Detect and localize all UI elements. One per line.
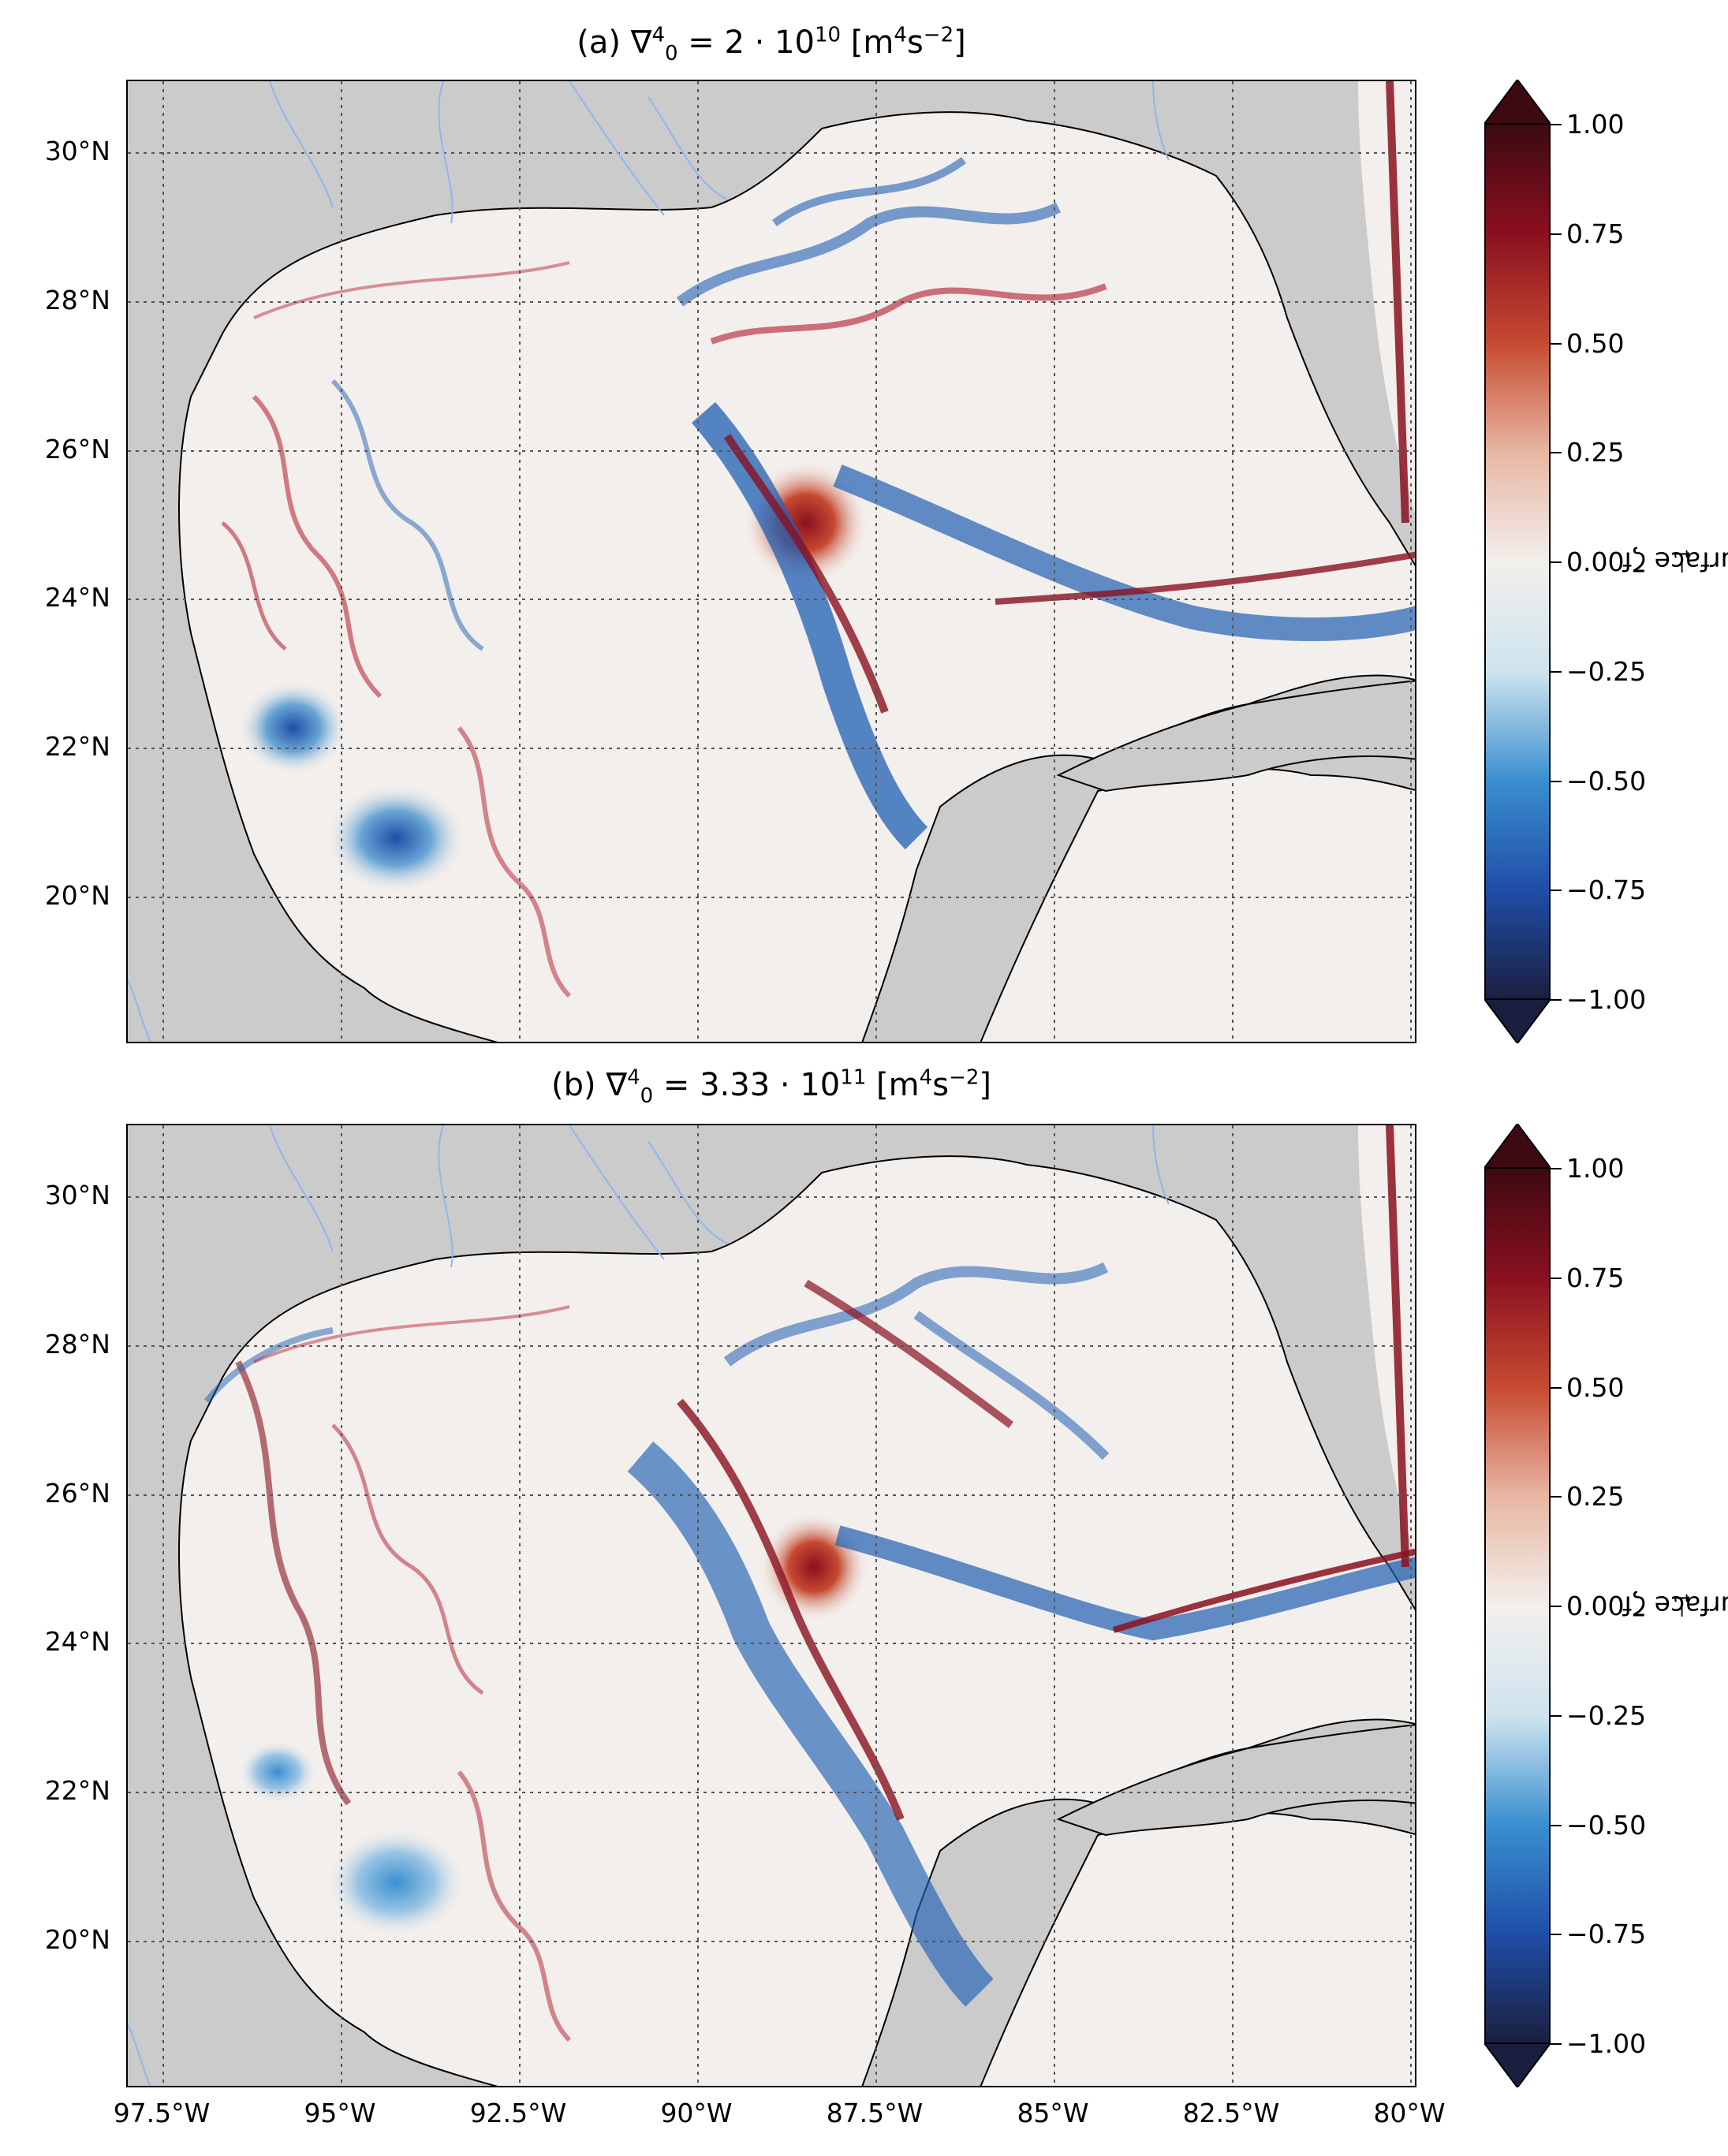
panel-b-map (126, 1124, 1416, 2087)
lat-label: 28°N (44, 285, 110, 315)
cbar-tick (1551, 1278, 1562, 1279)
caribbean-ocean (980, 767, 1415, 1042)
cbar-label: 0.00 (1566, 1591, 1625, 1621)
cuba-land (1056, 1724, 1415, 1837)
lat-label: 28°N (44, 1329, 110, 1360)
lat-label: 24°N (44, 582, 110, 613)
cbar-tick (1551, 1496, 1562, 1498)
florida-current-band (834, 1525, 1415, 1641)
cbar-extend-min (1484, 998, 1551, 1043)
cbar-tick (1551, 2043, 1562, 2045)
cbar-extend-min (1484, 2042, 1551, 2087)
cbar-label: −0.50 (1566, 766, 1647, 796)
lat-label: 20°N (44, 1924, 110, 1955)
cbar-label: 0.25 (1566, 1481, 1625, 1512)
lat-label: 30°N (44, 136, 110, 166)
cuba-land (1056, 680, 1415, 793)
lat-label: 24°N (44, 1626, 110, 1657)
lat-label: 22°N (44, 731, 110, 762)
caribbean-ocean (980, 1811, 1415, 2086)
lat-label: 22°N (44, 1775, 110, 1806)
cbar-tick (1551, 1387, 1562, 1389)
cbar-tick (1551, 233, 1562, 235)
cbar-tick (1551, 890, 1562, 891)
eddy-cyclone-west (325, 783, 467, 893)
florida-current-band (833, 464, 1415, 641)
panel-b-colorbar (1484, 1124, 1551, 2087)
colorbar-a-title: Surface ζf−1 (1622, 546, 1728, 577)
panel-a-map (126, 80, 1416, 1043)
loop-current-band (627, 1442, 995, 2007)
graticule (128, 81, 1415, 1042)
lat-label: 30°N (44, 1180, 110, 1210)
lon-label: 97.5°W (113, 2098, 211, 2128)
cbar-label: −1.00 (1566, 2028, 1647, 2059)
cbar-tick (1551, 671, 1562, 673)
cbar-label: −0.25 (1566, 1700, 1647, 1731)
lon-label: 80°W (1373, 2098, 1446, 2128)
cbar-label: −0.75 (1566, 875, 1647, 905)
eddy-cyclone-west-2 (238, 1740, 317, 1804)
rivers (128, 1125, 1170, 2086)
lon-label: 82.5°W (1182, 2098, 1280, 2128)
cbar-tick (1551, 1934, 1562, 1935)
cbar-tick (1551, 561, 1562, 563)
cbar-label: −0.50 (1566, 1810, 1647, 1841)
lat-label: 26°N (44, 434, 110, 464)
panel-a-map-svg (128, 81, 1415, 1042)
eddy-cyclone-west-2 (238, 681, 349, 775)
cbar-tick (1551, 1168, 1562, 1169)
lat-label: 26°N (44, 1478, 110, 1509)
cbar-label: 0.50 (1566, 328, 1625, 359)
cbar-label: 1.00 (1566, 109, 1625, 140)
panel-a-title: (a) ∇40 = 2 · 1010 [m4s−2] (577, 23, 966, 65)
cbar-tick (1551, 1606, 1562, 1607)
cbar-label: 0.75 (1566, 1263, 1625, 1293)
lon-label: 90°W (660, 2098, 733, 2128)
cbar-tick (1551, 343, 1562, 345)
lon-label: 87.5°W (826, 2098, 924, 2128)
panel-b-title: (b) ∇40 = 3.33 · 1011 [m4s−2] (551, 1065, 991, 1108)
lon-label: 95°W (304, 2098, 376, 2128)
eddy-cyclone-west (325, 1827, 467, 1938)
cbar-extend-max (1484, 1124, 1551, 1169)
cbar-label: 0.00 (1566, 546, 1625, 577)
cbar-label: −0.75 (1566, 1919, 1647, 1949)
cbar-tick (1551, 452, 1562, 453)
cbar-label: 1.00 (1566, 1153, 1625, 1184)
cbar-tick (1551, 1825, 1562, 1826)
cbar-label: 0.75 (1566, 218, 1625, 249)
lon-label: 92.5°W (469, 2098, 567, 2128)
cbar-tick (1551, 781, 1562, 782)
graticule (128, 1125, 1415, 2086)
cbar-label: −0.25 (1566, 656, 1647, 687)
cbar-extend-max (1484, 80, 1551, 125)
panel-a-colorbar (1484, 80, 1551, 1043)
cbar-label: −1.00 (1566, 984, 1647, 1015)
colorbar-b-title: Surface ζf−1 (1622, 1590, 1728, 1621)
lat-label: 20°N (44, 880, 110, 911)
cbar-tick (1551, 999, 1562, 1001)
panel-b-map-svg (128, 1125, 1415, 2086)
cbar-tick (1551, 1715, 1562, 1717)
gulf-stream-band (1386, 1125, 1409, 1568)
cbar-label: 0.25 (1566, 437, 1625, 468)
cbar-tick (1551, 124, 1562, 125)
gulf-stream-band (1386, 81, 1409, 524)
rivers (128, 81, 1170, 1042)
cbar-label: 0.50 (1566, 1372, 1625, 1403)
lon-label: 85°W (1017, 2098, 1089, 2128)
